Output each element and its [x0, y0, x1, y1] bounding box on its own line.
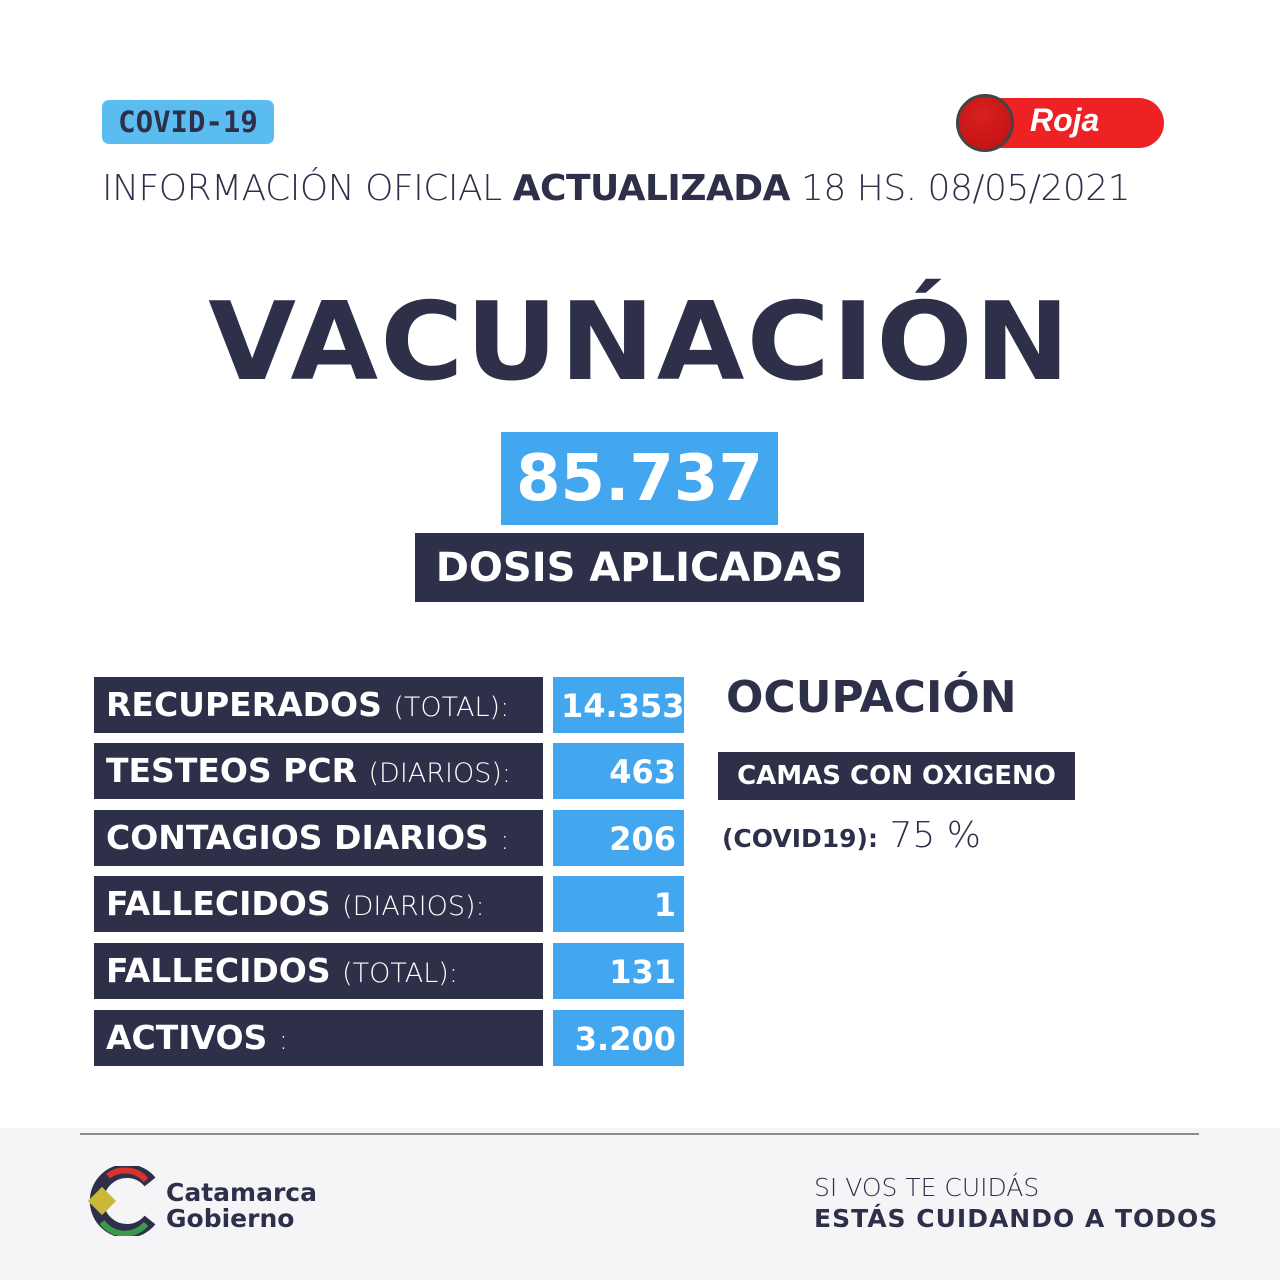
stat-qualifier: (TOTAL):	[342, 958, 458, 989]
brand-name: Catamarca Gobierno	[166, 1180, 317, 1232]
update-info: INFORMACIÓN OFICIAL ACTUALIZADA 18 HS. 0…	[102, 168, 1131, 209]
stat-row: ACTIVOS :3.200	[94, 1010, 684, 1066]
info-time: 18 HS. 08/05/2021	[801, 168, 1131, 209]
stat-qualifier: (DIARIOS):	[342, 891, 485, 922]
stat-name: CONTAGIOS DIARIOS	[106, 818, 489, 857]
covid-tag: COVID-19	[102, 100, 274, 144]
stat-row: RECUPERADOS (TOTAL): 14.353	[94, 677, 684, 733]
stat-label: TESTEOS PCR (DIARIOS):	[94, 743, 543, 799]
page-title: VACUNACIÓN	[208, 280, 1072, 405]
occupancy-value: (COVID19): 75 %	[722, 815, 981, 856]
occupancy-title: OCUPACIÓN	[726, 672, 1017, 723]
slogan: SI VOS TE CUIDÁS ESTÁS CUIDANDO A TODOS	[814, 1172, 1218, 1234]
stat-name: FALLECIDOS	[106, 884, 331, 923]
stat-name: FALLECIDOS	[106, 951, 331, 990]
stat-value: 1	[553, 876, 684, 932]
brand-line2: Gobierno	[166, 1204, 295, 1233]
stat-qualifier: :	[278, 1025, 288, 1056]
stat-value: 3.200	[553, 1010, 684, 1066]
occupancy-badge: CAMAS CON OXIGENO	[718, 752, 1075, 800]
stat-value: 463	[553, 743, 684, 799]
doses-count: 85.737	[501, 432, 778, 525]
alert-level-badge: Roja	[956, 94, 1164, 152]
alert-light-icon	[956, 94, 1014, 152]
stat-label: RECUPERADOS (TOTAL):	[94, 677, 543, 733]
stat-label: FALLECIDOS (DIARIOS):	[94, 876, 543, 932]
stat-label: FALLECIDOS (TOTAL):	[94, 943, 543, 999]
stat-name: TESTEOS PCR	[106, 751, 357, 790]
stat-row: CONTAGIOS DIARIOS :206	[94, 810, 684, 866]
stat-qualifier: (DIARIOS):	[368, 758, 512, 789]
brand-line1: Catamarca	[166, 1178, 317, 1207]
doses-label: DOSIS APLICADAS	[415, 533, 864, 602]
stat-row: TESTEOS PCR (DIARIOS): 463	[94, 743, 684, 799]
stat-qualifier: :	[500, 825, 510, 856]
catamarca-logo-icon	[88, 1166, 156, 1236]
occupancy-percent: 75 %	[889, 815, 981, 856]
stat-row: FALLECIDOS (TOTAL): 131	[94, 943, 684, 999]
info-prefix: INFORMACIÓN OFICIAL	[102, 168, 502, 209]
stat-row: FALLECIDOS (DIARIOS): 1	[94, 876, 684, 932]
stat-qualifier: (TOTAL):	[393, 692, 510, 723]
footer	[0, 1128, 1280, 1280]
alert-level-label: Roja	[1030, 102, 1100, 138]
occupancy-label: (COVID19):	[722, 824, 878, 853]
stat-value: 131	[553, 943, 684, 999]
stat-value: 14.353	[553, 677, 684, 733]
info-bold: ACTUALIZADA	[512, 168, 791, 209]
stat-label: ACTIVOS :	[94, 1010, 543, 1066]
stat-name: RECUPERADOS	[106, 685, 382, 724]
stat-name: ACTIVOS	[106, 1018, 268, 1057]
slogan-line2: ESTÁS CUIDANDO A TODOS	[814, 1204, 1219, 1233]
stat-label: CONTAGIOS DIARIOS :	[94, 810, 543, 866]
stat-value: 206	[553, 810, 684, 866]
slogan-line1: SI VOS TE CUIDÁS	[814, 1173, 1040, 1202]
divider	[80, 1133, 1199, 1135]
